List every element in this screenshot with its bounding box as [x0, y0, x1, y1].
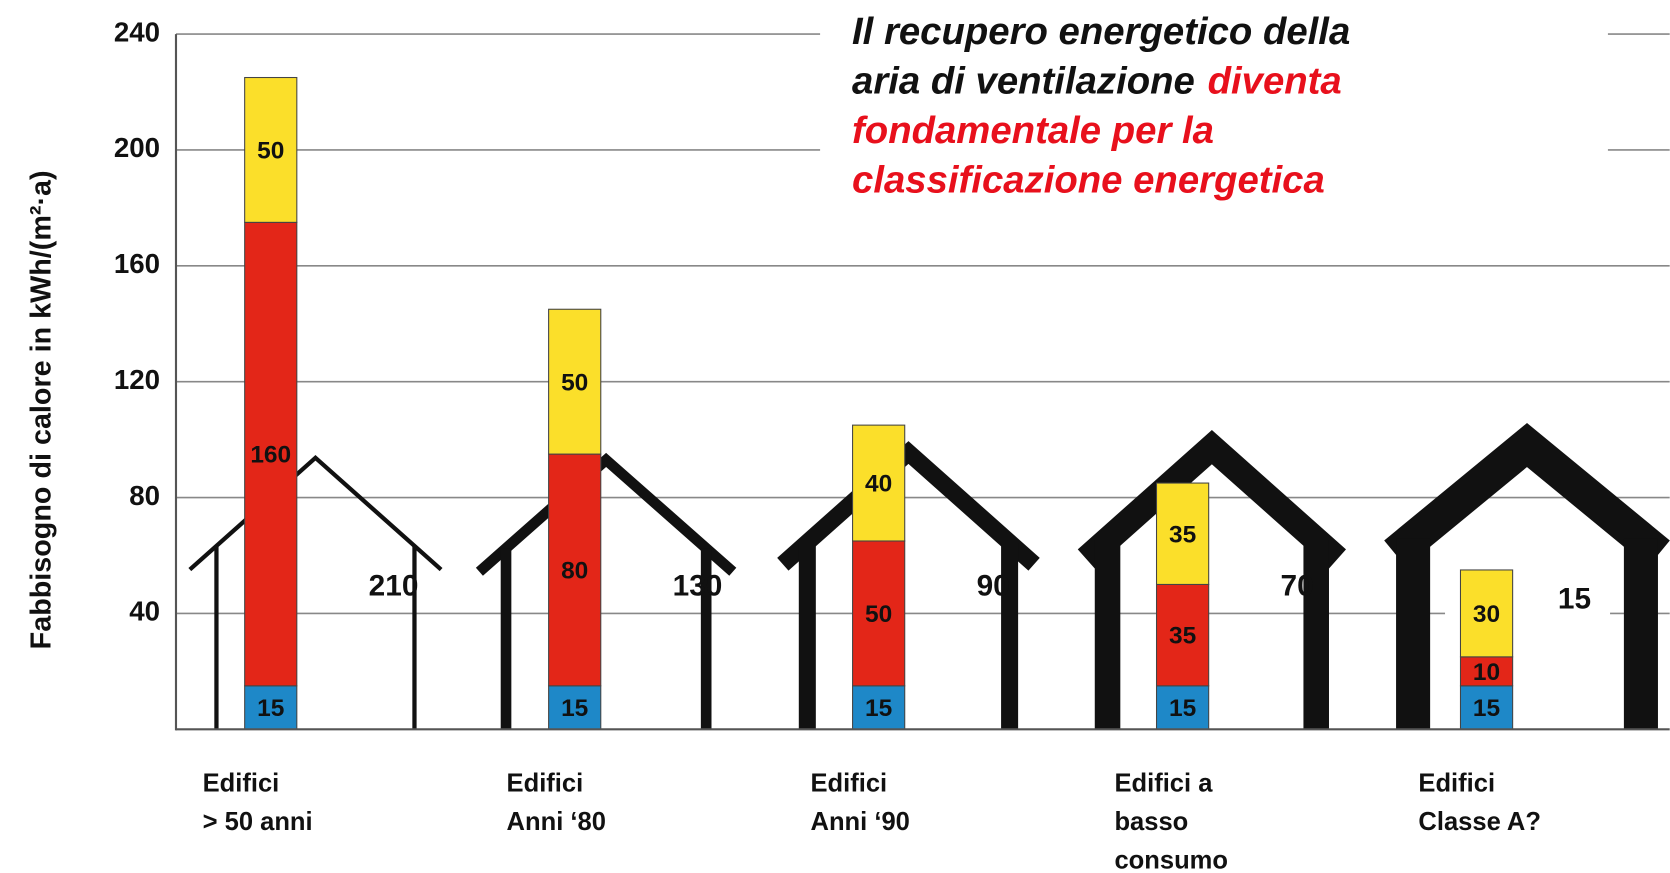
title-part: Il recupero energetico della	[852, 10, 1350, 53]
data-label: 160	[250, 442, 291, 469]
title-part: fondamentale per la	[852, 109, 1214, 152]
bar-segment	[1155, 482, 1210, 585]
title-line: aria di ventilazione diventa	[852, 60, 1342, 103]
house-label: 210	[369, 570, 419, 603]
y-tick-label: 40	[129, 596, 160, 627]
bar-segment	[1155, 583, 1210, 687]
data-label: 50	[561, 369, 588, 396]
data-label: 15	[561, 695, 588, 722]
x-tick-label: Edifici Anni ‘80	[507, 769, 606, 835]
data-label: 50	[257, 138, 284, 165]
bar-segment	[852, 540, 906, 687]
x-tick-label-line: Edifici	[507, 769, 584, 797]
y-axis-label: Fabbisogno di calore in kWh/(m²·a)	[26, 170, 58, 649]
data-label: 40	[865, 471, 892, 498]
x-tick-label-line: Edifici	[811, 769, 888, 797]
title-part: diventa	[1208, 60, 1342, 103]
y-tick-label: 80	[129, 480, 160, 511]
x-tick-label-line: basso	[1114, 808, 1188, 836]
bar-segment	[852, 685, 906, 730]
bars: 15 160 50 15 80 50 15 50 40 15 35 35 15 10 30	[244, 76, 1514, 730]
bar-segment	[548, 453, 602, 687]
x-tick-label-line: Anni ‘90	[811, 808, 910, 836]
x-tick-label-line: Edifici	[1418, 769, 1495, 797]
house-roof	[777, 441, 1040, 571]
house-roof	[475, 452, 737, 576]
data-label: 50	[865, 601, 892, 628]
title-box	[820, 0, 1608, 260]
data-label: 80	[561, 558, 588, 585]
data-label: 35	[1169, 521, 1196, 548]
house-label: 90	[977, 570, 1010, 603]
bar-segment	[1155, 685, 1210, 730]
data-label: 15	[1169, 695, 1196, 722]
x-tick-label: Edifici Classe A?	[1418, 769, 1541, 835]
house-roof	[188, 454, 443, 572]
x-tick-label: Edifici Anni ‘90	[811, 769, 910, 835]
data-label: 10	[1473, 659, 1500, 686]
y-tick-label: 200	[114, 132, 160, 163]
bar-segment	[244, 685, 298, 730]
x-tick-label-line: Anni ‘80	[507, 808, 606, 836]
bar-segment	[1459, 569, 1514, 658]
bar-segment	[852, 424, 906, 542]
data-label: 15	[257, 695, 284, 722]
title-line: Il recupero energetico della	[852, 10, 1350, 53]
title: Il recupero energetico della aria di vent…	[852, 10, 1350, 202]
data-label: 30	[1473, 601, 1500, 628]
x-tick-label-line: consumo	[1114, 846, 1228, 873]
y-tick-label: 160	[114, 248, 160, 279]
house-label: 15	[1558, 582, 1591, 615]
x-tick-label-line: Edifici	[203, 769, 280, 797]
title-part: aria di ventilazione	[852, 60, 1195, 103]
bar-segment	[548, 308, 602, 455]
data-label: 15	[865, 695, 892, 722]
bar-segment	[1459, 685, 1514, 730]
x-tick-label-line: > 50 anni	[203, 808, 313, 836]
bar-segment	[548, 685, 602, 730]
x-tick-label-line: Classe A?	[1418, 808, 1541, 836]
bar-segment	[244, 221, 298, 687]
house-roof	[1077, 430, 1346, 569]
y-tick-label: 240	[114, 16, 160, 47]
title-line: fondamentale per la	[852, 109, 1214, 152]
house-roof	[1384, 422, 1670, 567]
data-label: 35	[1169, 623, 1196, 650]
title-line: classificazione energetica	[852, 159, 1325, 202]
bar-segment	[244, 76, 298, 223]
title-part: classificazione energetica	[852, 159, 1325, 202]
y-tick-label: 120	[114, 364, 160, 395]
houses	[188, 422, 1670, 730]
house-label: 130	[673, 570, 723, 603]
x-tick-label: Edifici a basso consumo	[1114, 769, 1228, 873]
x-tick-label-line: Edifici a	[1114, 769, 1213, 797]
x-tick-label: Edifici > 50 anni	[203, 769, 313, 835]
data-label: 15	[1473, 695, 1500, 722]
house-label: 70	[1281, 570, 1314, 603]
